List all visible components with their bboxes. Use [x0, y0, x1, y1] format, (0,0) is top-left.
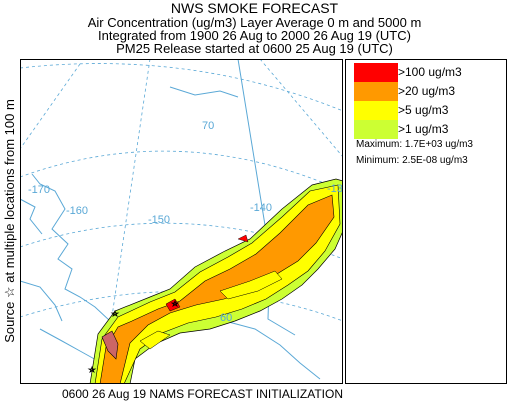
legend-item-gt5: >5 ug/m3	[354, 101, 499, 120]
lat-label-60: 60	[220, 312, 232, 324]
legend-label: >100 ug/m3	[398, 65, 462, 79]
legend-label: >20 ug/m3	[398, 84, 456, 98]
forecast-title: NWS SMOKE FORECAST	[170, 0, 339, 16]
lat-label-70: 70	[202, 120, 214, 132]
lon-label-130: -130	[327, 183, 343, 195]
legend-item-gt1: >1 ug/m3	[354, 120, 499, 139]
integration-period-line: Integrated from 1900 26 Aug to 2000 26 A…	[98, 28, 411, 43]
legend-item-gt100: >100 ug/m3	[354, 63, 499, 82]
lon-label-150: -150	[148, 214, 170, 226]
legend-swatch	[354, 63, 398, 82]
legend-label: >5 ug/m3	[398, 103, 449, 117]
smoke-forecast-map: -170 -160 -150 -140 -130 70 60	[20, 59, 343, 384]
legend-item-gt20: >20 ug/m3	[354, 82, 499, 101]
concentration-layer-line: Air Concentration (ug/m3) Layer Average …	[87, 15, 422, 30]
legend-swatch	[354, 120, 398, 139]
lon-label-170: -170	[28, 184, 50, 196]
fire-source-markers	[87, 299, 180, 373]
lon-label-160: -160	[66, 205, 88, 217]
concentration-legend: >100 ug/m3 >20 ug/m3 >5 ug/m3 >1 ug/m3 M…	[345, 59, 507, 384]
lon-label-140: -140	[250, 202, 272, 214]
map-frame	[20, 59, 343, 384]
release-start-line: PM25 Release started at 0600 25 Aug 19 (…	[116, 41, 393, 56]
legend-label: >1 ug/m3	[398, 122, 449, 136]
source-text: Source ☆ at multiple locations from 100 …	[2, 99, 17, 343]
forecast-initialization: 0600 26 Aug 19 NAMS FORECAST INITIALIZAT…	[62, 387, 343, 401]
legend-swatch	[354, 101, 398, 120]
minimum-concentration: Minimum: 2.5E-08 ug/m3	[356, 155, 468, 166]
smoke-hotspot-gt100	[101, 330, 119, 360]
legend-swatch	[354, 82, 398, 101]
smoke-plume-gt20	[99, 194, 335, 384]
maximum-concentration: Maximum: 1.7E+03 ug/m3	[356, 139, 473, 150]
